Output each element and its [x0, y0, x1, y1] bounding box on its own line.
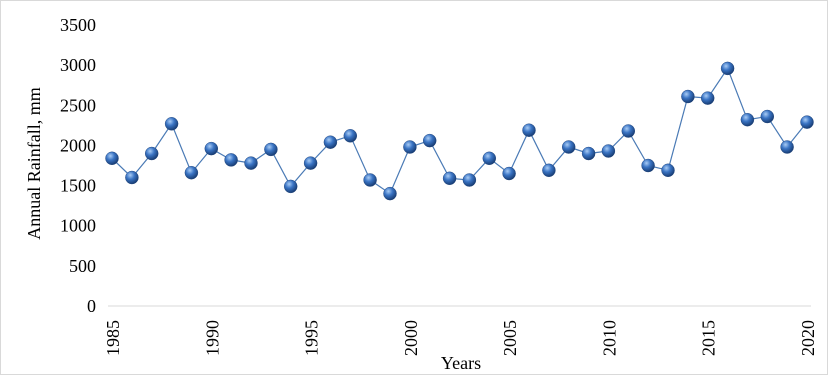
- data-point-1992: [244, 156, 258, 170]
- data-point-2018: [760, 109, 774, 124]
- data-point-2000: [403, 140, 417, 154]
- y-tick-label: 2500: [60, 95, 96, 115]
- data-point-2002: [442, 171, 457, 186]
- x-tick-label: 2005: [500, 320, 520, 356]
- data-point-1985: [105, 151, 119, 166]
- x-tick-label: 2010: [599, 320, 619, 356]
- data-point-1993: [264, 142, 278, 157]
- data-point-1986: [125, 170, 139, 185]
- y-tick-label: 500: [69, 256, 96, 276]
- rainfall-data-points: [105, 61, 814, 201]
- data-point-1998: [363, 173, 377, 187]
- data-point-2016: [720, 61, 735, 76]
- data-point-2019: [780, 140, 794, 154]
- data-point-2011: [621, 124, 635, 138]
- x-tick-label: 2020: [798, 320, 818, 356]
- data-point-1991: [224, 153, 238, 167]
- y-tick-label: 1000: [60, 216, 96, 236]
- data-point-2009: [581, 146, 596, 161]
- data-point-2017: [740, 112, 755, 127]
- y-tick-label: 3500: [60, 15, 96, 35]
- data-point-1989: [184, 165, 199, 180]
- data-point-1988: [164, 117, 179, 131]
- x-tick-label: 2015: [699, 320, 719, 356]
- x-tick-label: 1985: [103, 320, 123, 356]
- data-point-2007: [542, 163, 556, 178]
- data-point-2001: [423, 133, 437, 148]
- x-tick-label: 1995: [302, 320, 322, 356]
- y-tick-label: 2000: [60, 135, 96, 155]
- y-tick-label: 1500: [60, 176, 96, 196]
- y-axis-title: Annual Rainfall, mm: [24, 87, 44, 239]
- data-point-1999: [383, 186, 397, 201]
- data-point-2015: [701, 91, 715, 105]
- x-tick-label: 1990: [202, 320, 222, 356]
- x-axis-title: Years: [441, 353, 481, 373]
- data-point-1996: [323, 135, 338, 149]
- x-axis-tick-labels: 1985 1990 1995 2000 2005 2010 2015 2020: [103, 320, 818, 356]
- y-tick-label: 0: [87, 296, 96, 316]
- data-point-2008: [562, 140, 576, 154]
- data-point-2020: [800, 115, 814, 129]
- data-point-1987: [144, 146, 159, 161]
- y-tick-label: 3000: [60, 55, 96, 75]
- rainfall-series-line: [111, 67, 808, 195]
- data-point-1997: [343, 129, 357, 143]
- data-point-2014: [681, 89, 695, 104]
- data-point-2010: [601, 144, 616, 158]
- data-point-1994: [284, 179, 298, 194]
- data-point-2005: [502, 166, 516, 181]
- data-point-1990: [204, 141, 219, 156]
- data-point-2012: [641, 158, 655, 173]
- x-tick-label: 2000: [401, 320, 421, 356]
- data-point-2003: [462, 173, 477, 187]
- data-point-2013: [661, 163, 675, 178]
- data-point-2006: [522, 123, 536, 137]
- data-point-1995: [303, 156, 318, 170]
- data-point-2004: [482, 151, 496, 166]
- y-axis-tick-labels: 0 500 1000 1500 2000 2500 3000 3500: [60, 15, 96, 316]
